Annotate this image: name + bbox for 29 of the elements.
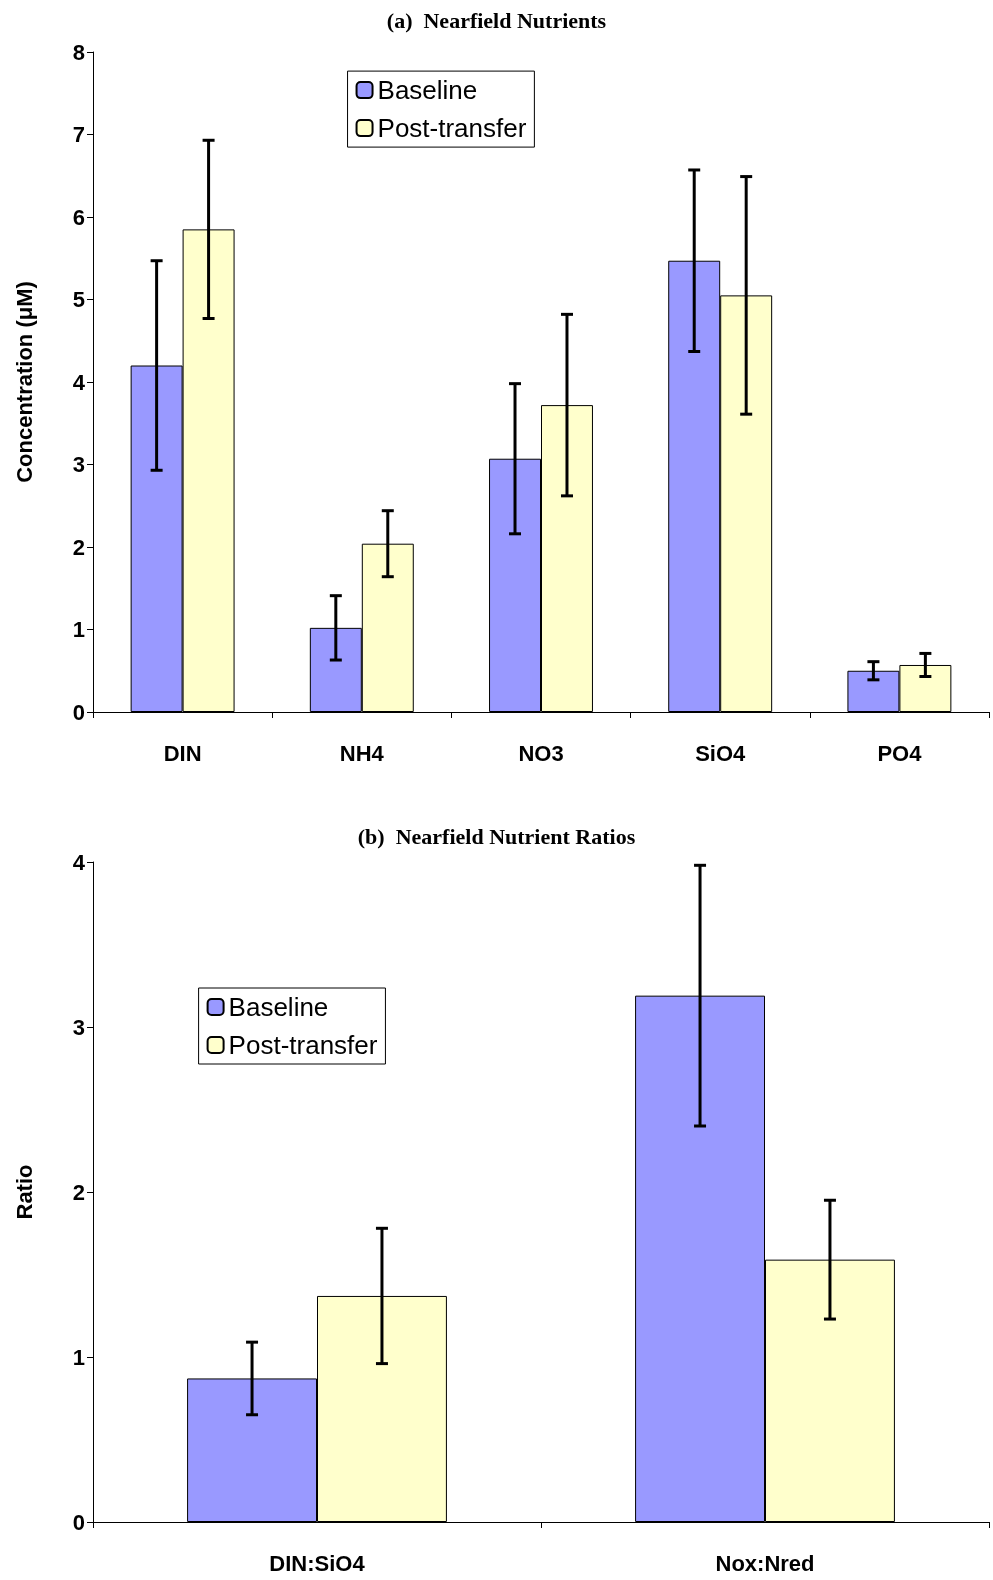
x-tick-label: SiO4 <box>695 740 747 766</box>
y-axis-title: Ratio <box>11 1164 37 1220</box>
y-tick-label: 3 <box>72 1014 85 1040</box>
y-tick-label: 6 <box>72 204 85 230</box>
x-tick-label: PO4 <box>877 740 923 766</box>
legend-label: Post-transfer <box>377 113 527 144</box>
x-tick-label: NH4 <box>339 740 385 766</box>
y-tick-label: 0 <box>72 699 85 725</box>
y-tick-label: 2 <box>72 1179 85 1205</box>
y-tick-label: 8 <box>72 39 85 65</box>
x-tick-label: DIN:SiO4 <box>269 1550 366 1576</box>
y-axis-title: Concentration (μM) <box>11 281 37 483</box>
chart-title: (b) Nearfield Nutrient Ratios <box>357 823 636 849</box>
y-tick-label: 3 <box>72 452 85 477</box>
legend-label: Baseline <box>377 75 478 106</box>
y-tick-label: 5 <box>72 287 85 312</box>
y-tick-label: 4 <box>72 849 86 875</box>
y-tick-label: 4 <box>72 369 86 395</box>
y-tick-label: 1 <box>72 617 85 642</box>
y-tick-label: 7 <box>72 122 85 147</box>
y-tick-label: 0 <box>72 1509 85 1535</box>
x-tick-label: Nox:Nred <box>715 1550 815 1576</box>
x-tick-label: NO3 <box>518 740 564 766</box>
y-tick-label: 2 <box>72 534 85 560</box>
legend-label: Baseline <box>228 992 329 1022</box>
y-tick-label: 1 <box>72 1344 85 1370</box>
x-tick-label: DIN <box>163 740 202 766</box>
legend-label: Post-transfer <box>228 1030 378 1060</box>
chart-title: (a) Nearfield Nutrients <box>386 7 607 33</box>
